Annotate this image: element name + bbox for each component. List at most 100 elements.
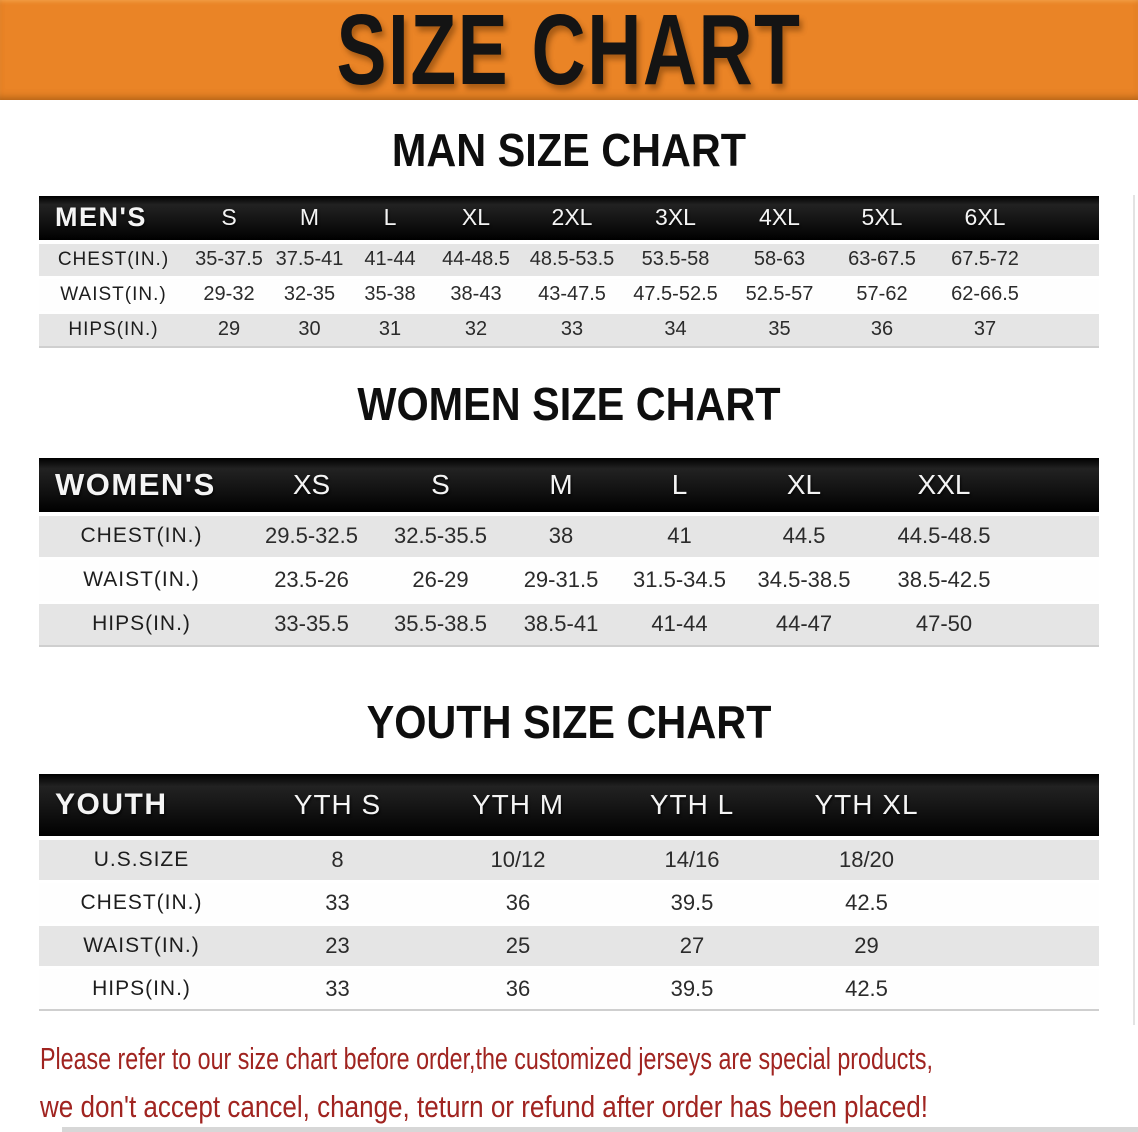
- size-col-header: S: [379, 457, 502, 512]
- banner: SIZE CHART: [0, 0, 1138, 100]
- size-cell: 29-31.5: [502, 556, 620, 601]
- size-cell: 39.5: [605, 965, 779, 1011]
- size-cell: 62-66.5: [933, 275, 1037, 311]
- size-cell: 33-35.5: [244, 600, 379, 647]
- size-cell: 38: [502, 511, 620, 557]
- size-cell: 29: [779, 922, 954, 966]
- size-cell: 48.5-53.5: [521, 239, 623, 276]
- size-cell: 14/16: [605, 835, 779, 880]
- size-cell: 8: [244, 835, 431, 880]
- row-spacer: [1037, 239, 1099, 276]
- row-spacer: [954, 835, 1099, 880]
- size-cell: 27: [605, 922, 779, 966]
- youth-hips-row: HIPS(IN.) 33 36 39.5 42.5: [39, 965, 1099, 1011]
- men-corner-label: MEN'S: [39, 195, 188, 240]
- size-col-header: XL: [739, 457, 869, 512]
- size-cell: 52.5-57: [728, 275, 831, 311]
- size-cell: 35-37.5: [188, 239, 270, 276]
- size-cell: 41-44: [349, 239, 431, 276]
- size-col-header: XL: [431, 195, 521, 240]
- men-hips-row: HIPS(IN.) 29 30 31 32 33 34 35 36 37: [39, 310, 1099, 348]
- right-edge-line: [1133, 195, 1135, 1025]
- size-cell: 58-63: [728, 239, 831, 276]
- size-cell: 38.5-42.5: [869, 556, 1019, 601]
- size-cell: 31.5-34.5: [620, 556, 739, 601]
- size-cell: 67.5-72: [933, 239, 1037, 276]
- size-cell: 23: [244, 922, 431, 966]
- row-spacer: [1019, 556, 1099, 601]
- size-col-header: S: [188, 195, 270, 240]
- row-label: CHEST(IN.): [39, 511, 244, 557]
- size-col-header: XXL: [869, 457, 1019, 512]
- size-cell: 29-32: [188, 275, 270, 311]
- heading-youth-size-chart: YOUTH SIZE CHART: [366, 695, 772, 748]
- size-cell: 32-35: [270, 275, 349, 311]
- youth-header-row: YOUTH YTH S YTH M YTH L YTH XL: [39, 773, 1099, 836]
- row-spacer: [1019, 600, 1099, 647]
- bottom-edge-strip: [62, 1127, 1138, 1132]
- row-label: HIPS(IN.): [39, 600, 244, 647]
- row-label: CHEST(IN.): [39, 879, 244, 923]
- size-cell: 57-62: [831, 275, 933, 311]
- size-col-header: L: [620, 457, 739, 512]
- size-cell: 47.5-52.5: [623, 275, 728, 311]
- men-size-table: MEN'S S M L XL 2XL 3XL 4XL 5XL 6XL CHEST…: [39, 195, 1099, 348]
- women-header-row: WOMEN'S XS S M L XL XXL: [39, 457, 1099, 512]
- size-cell: 35-38: [349, 275, 431, 311]
- size-cell: 47-50: [869, 600, 1019, 647]
- row-spacer: [954, 879, 1099, 923]
- size-cell: 38.5-41: [502, 600, 620, 647]
- women-hips-row: HIPS(IN.) 33-35.5 35.5-38.5 38.5-41 41-4…: [39, 600, 1099, 647]
- youth-chest-row: CHEST(IN.) 33 36 39.5 42.5: [39, 879, 1099, 923]
- footer-line-1: Please refer to our size chart before or…: [40, 1040, 933, 1076]
- size-cell: 34.5-38.5: [739, 556, 869, 601]
- youth-size-table: YOUTH YTH S YTH M YTH L YTH XL U.S.SIZE …: [39, 773, 1099, 1011]
- size-cell: 33: [521, 310, 623, 348]
- size-cell: 32: [431, 310, 521, 348]
- size-cell: 43-47.5: [521, 275, 623, 311]
- youth-waist-row: WAIST(IN.) 23 25 27 29: [39, 922, 1099, 966]
- size-cell: 35: [728, 310, 831, 348]
- footer-line-2: we don't accept cancel, change, teturn o…: [40, 1088, 929, 1124]
- size-cell: 44-47: [739, 600, 869, 647]
- row-label: U.S.SIZE: [39, 835, 244, 880]
- women-chest-row: CHEST(IN.) 29.5-32.5 32.5-35.5 38 41 44.…: [39, 511, 1099, 557]
- men-chest-row: CHEST(IN.) 35-37.5 37.5-41 41-44 44-48.5…: [39, 239, 1099, 276]
- size-cell: 33: [244, 965, 431, 1011]
- men-header-row: MEN'S S M L XL 2XL 3XL 4XL 5XL 6XL: [39, 195, 1099, 240]
- size-col-header: 6XL: [933, 195, 1037, 240]
- row-spacer: [1019, 511, 1099, 557]
- size-col-header: 3XL: [623, 195, 728, 240]
- size-cell: 34: [623, 310, 728, 348]
- banner-title: SIZE CHART: [336, 0, 802, 106]
- size-cell: 33: [244, 879, 431, 923]
- size-cell: 10/12: [431, 835, 605, 880]
- size-col-header: YTH XL: [779, 773, 954, 836]
- size-col-header: 4XL: [728, 195, 831, 240]
- row-label: HIPS(IN.): [39, 965, 244, 1011]
- size-col-header: 5XL: [831, 195, 933, 240]
- size-col-header: YTH L: [605, 773, 779, 836]
- size-col-header: L: [349, 195, 431, 240]
- size-cell: 36: [831, 310, 933, 348]
- size-cell: 32.5-35.5: [379, 511, 502, 557]
- heading-man-size-chart: MAN SIZE CHART: [391, 124, 747, 176]
- women-corner-label: WOMEN'S: [39, 457, 244, 512]
- size-cell: 29.5-32.5: [244, 511, 379, 557]
- size-cell: 35.5-38.5: [379, 600, 502, 647]
- size-cell: 37: [933, 310, 1037, 348]
- size-cell: 36: [431, 879, 605, 923]
- size-cell: 41-44: [620, 600, 739, 647]
- row-spacer: [1037, 310, 1099, 348]
- size-cell: 26-29: [379, 556, 502, 601]
- row-spacer: [1037, 275, 1099, 311]
- size-col-header: YTH S: [244, 773, 431, 836]
- row-spacer: [954, 965, 1099, 1011]
- size-col-header: YTH M: [431, 773, 605, 836]
- size-col-header: XS: [244, 457, 379, 512]
- size-col-header: M: [270, 195, 349, 240]
- youth-corner-label: YOUTH: [39, 773, 244, 836]
- women-size-table: WOMEN'S XS S M L XL XXL CHEST(IN.) 29.5-…: [39, 457, 1099, 647]
- size-cell: 25: [431, 922, 605, 966]
